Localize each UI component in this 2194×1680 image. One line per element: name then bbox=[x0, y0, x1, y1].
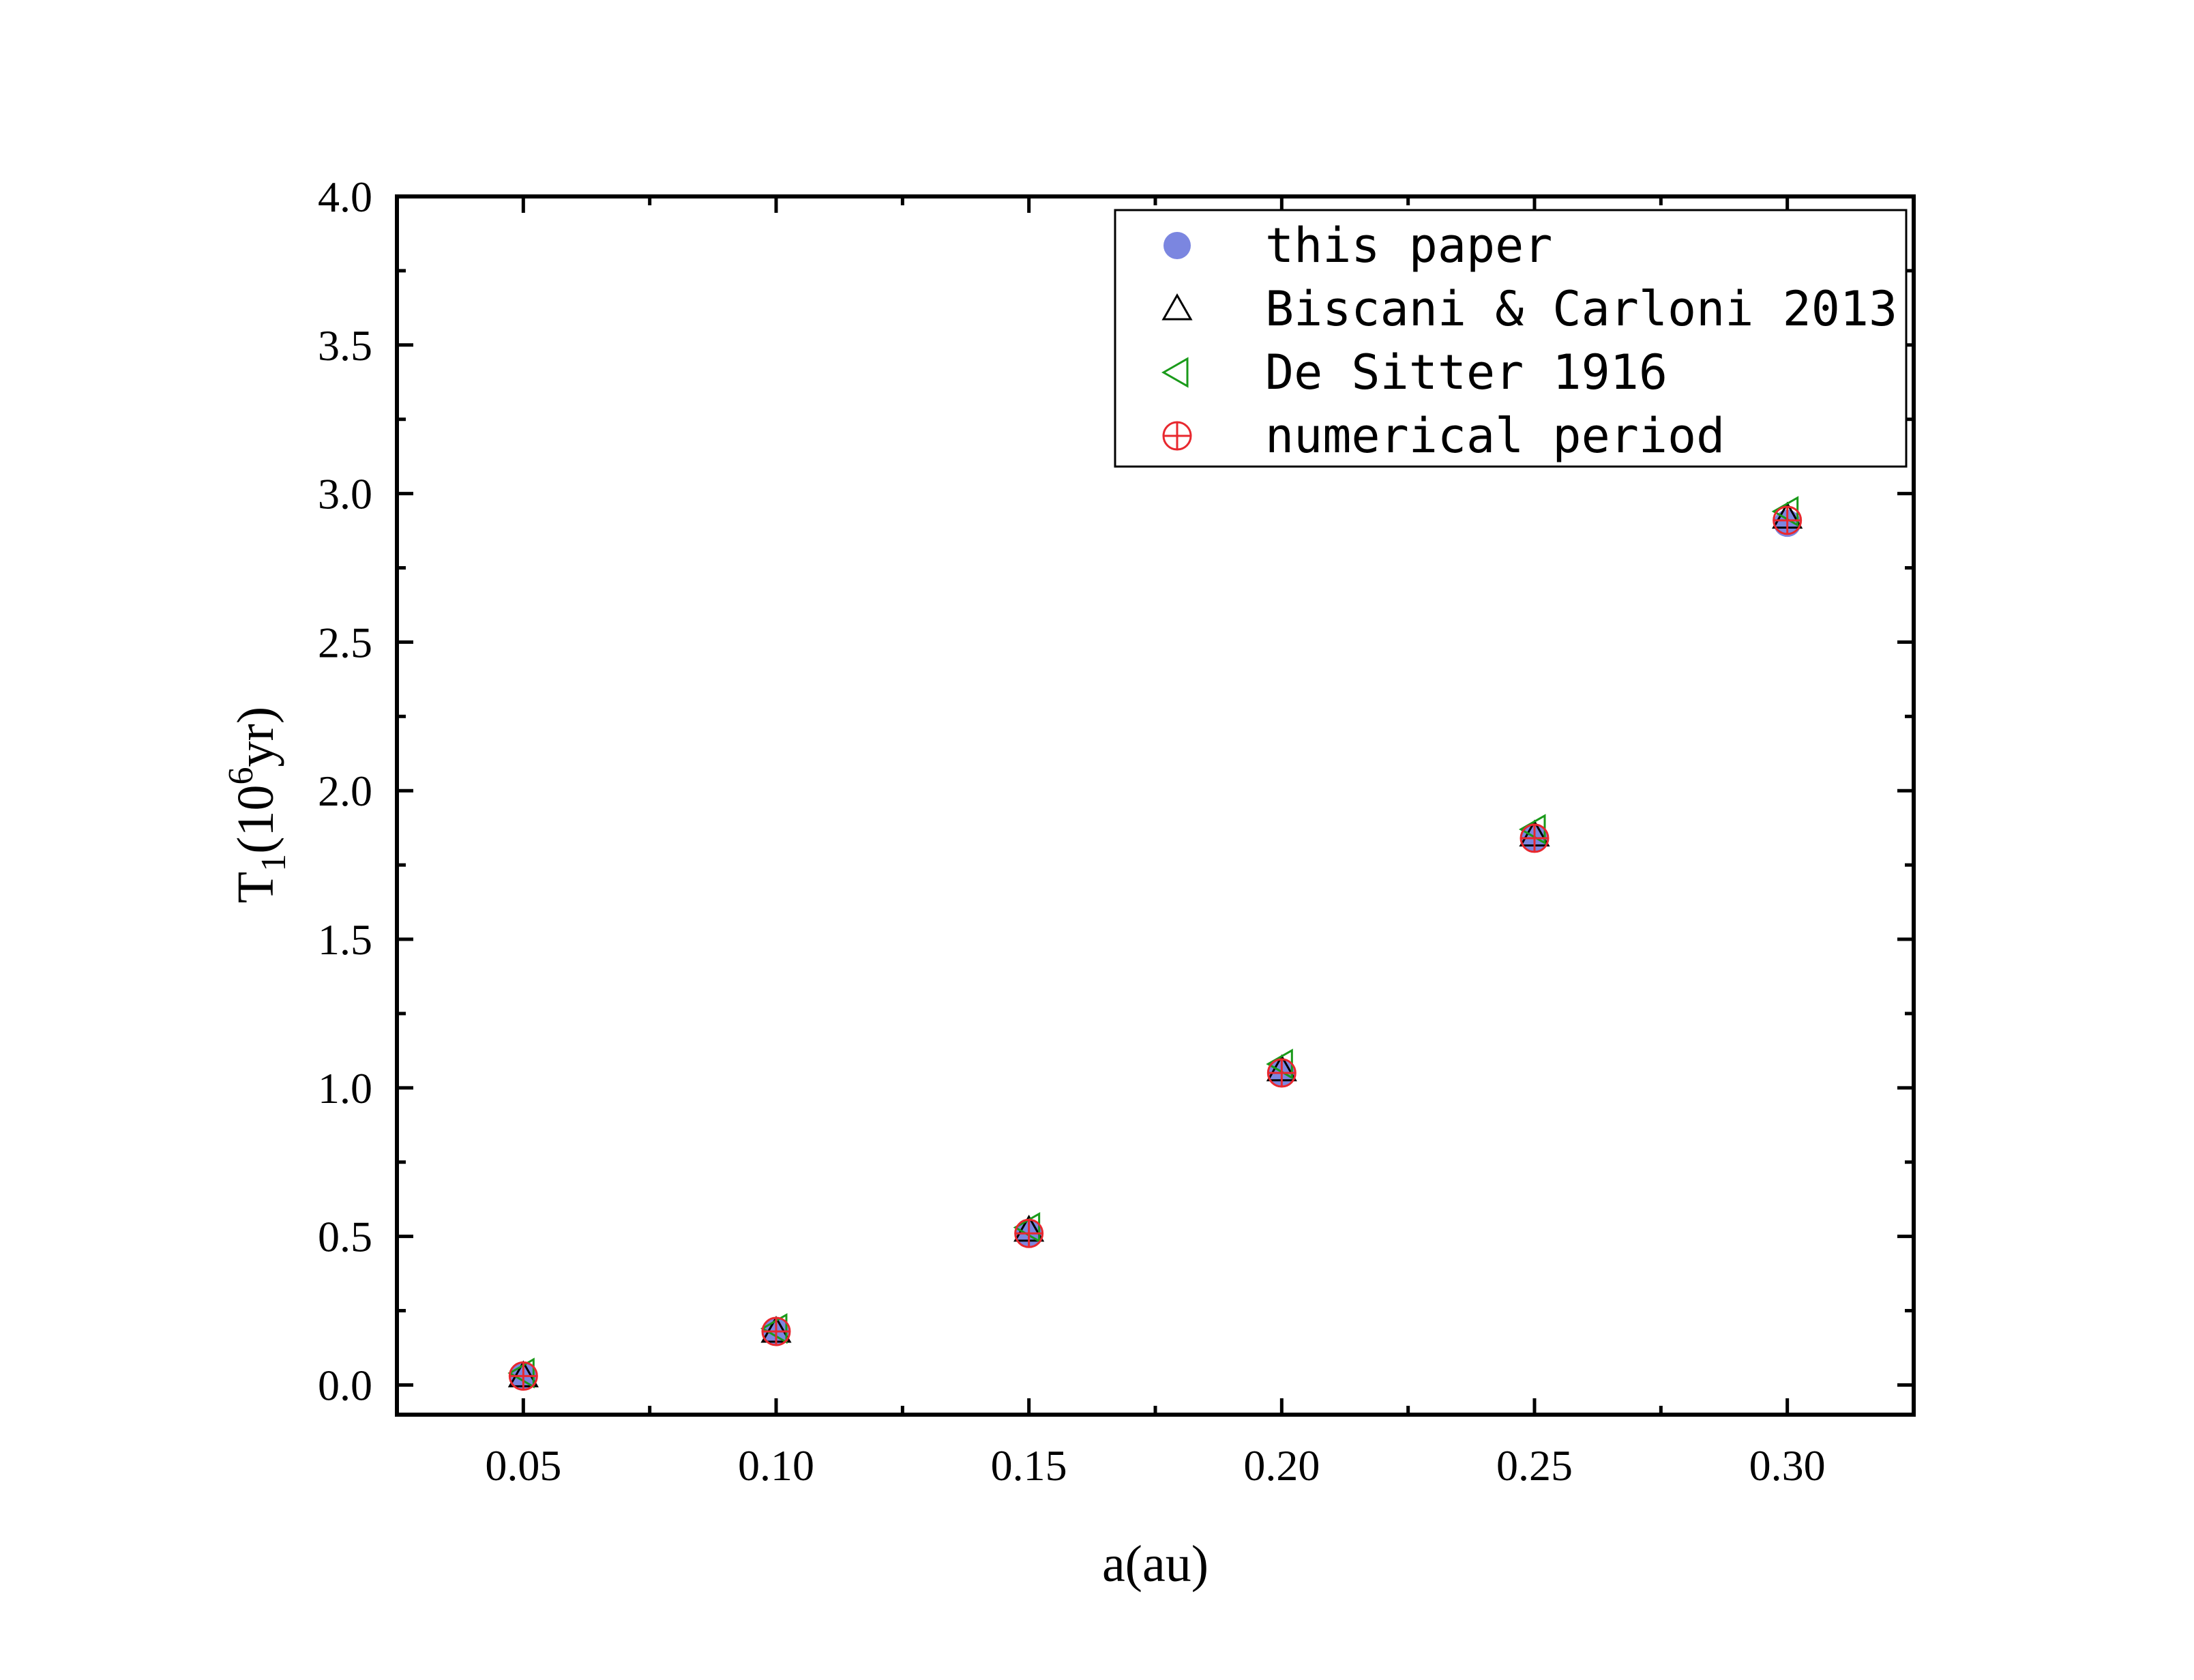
legend-item: De Sitter 1916 bbox=[1161, 344, 1667, 400]
data-point bbox=[761, 1316, 791, 1346]
y-axis-title-superscript: 6 bbox=[222, 767, 261, 784]
y-tick-label: 3.5 bbox=[318, 321, 372, 370]
y-axis-title-unit: yr) bbox=[227, 707, 284, 767]
legend-label: numerical period bbox=[1265, 408, 1725, 464]
x-tick-label: 0.05 bbox=[485, 1441, 561, 1490]
series-1 bbox=[507, 501, 1803, 1387]
y-axis-ticks bbox=[397, 194, 1914, 1387]
y-axis-tick-labels: 0.0 0.5 1.0 1.5 2.0 2.5 3.0 3.5 4.0 bbox=[318, 173, 372, 1409]
legend-marker bbox=[1161, 293, 1193, 321]
y-tick-label: 4.0 bbox=[318, 173, 372, 221]
legend-item: this paper bbox=[1163, 218, 1552, 274]
y-axis-title-base: T bbox=[227, 872, 284, 903]
x-axis-ticks bbox=[395, 196, 1916, 1415]
legend-label: Biscani & Carloni 2013 bbox=[1265, 281, 1897, 337]
legend-box bbox=[1114, 209, 1908, 468]
x-axis-tick-labels: 0.05 0.10 0.15 0.20 0.25 0.30 bbox=[485, 1441, 1825, 1490]
legend-item: numerical period bbox=[1162, 408, 1725, 464]
data-point bbox=[1520, 823, 1550, 853]
y-tick-label: 3.0 bbox=[318, 470, 372, 518]
x-tick-label: 0.10 bbox=[738, 1441, 814, 1490]
x-tick-label: 0.15 bbox=[991, 1441, 1067, 1490]
data-point bbox=[1266, 1058, 1296, 1088]
y-tick-label: 0.5 bbox=[318, 1213, 372, 1261]
data-point bbox=[1773, 505, 1803, 535]
x-axis-title: a(au) bbox=[1102, 1535, 1209, 1593]
series-2 bbox=[507, 496, 1799, 1389]
legend-item: Biscani & Carloni 2013 bbox=[1161, 281, 1897, 337]
y-axis-title-subscript: 1 bbox=[254, 854, 293, 872]
legend-marker bbox=[1161, 357, 1189, 388]
x-tick-label: 0.25 bbox=[1496, 1441, 1573, 1490]
y-tick-label: 2.0 bbox=[318, 767, 372, 815]
data-point bbox=[760, 1313, 788, 1344]
x-tick-label: 0.30 bbox=[1749, 1441, 1826, 1490]
legend-label: this paper bbox=[1265, 218, 1552, 274]
legend-marker bbox=[1163, 232, 1191, 259]
y-tick-label: 0.0 bbox=[318, 1361, 372, 1409]
y-tick-label: 1.5 bbox=[318, 915, 372, 964]
x-tick-label: 0.20 bbox=[1243, 1441, 1320, 1490]
y-tick-label: 2.5 bbox=[318, 618, 372, 666]
legend-items: this paper Biscani & Carloni 2013 De Sitte… bbox=[1161, 218, 1897, 464]
data-point bbox=[507, 1357, 535, 1389]
y-axis-title-paren: (10 bbox=[227, 784, 284, 853]
legend: this paper Biscani & Carloni 2013 De Sitte… bbox=[1114, 209, 1908, 468]
y-axis-title: T1(106yr) bbox=[222, 707, 293, 903]
legend-label: De Sitter 1916 bbox=[1265, 344, 1667, 400]
data-point bbox=[1014, 1218, 1044, 1248]
data-markers bbox=[507, 496, 1803, 1391]
series-0 bbox=[509, 510, 1801, 1390]
y-tick-label: 1.0 bbox=[318, 1064, 372, 1112]
series-3 bbox=[508, 505, 1803, 1391]
legend-marker bbox=[1162, 421, 1192, 451]
data-point bbox=[508, 1361, 538, 1391]
